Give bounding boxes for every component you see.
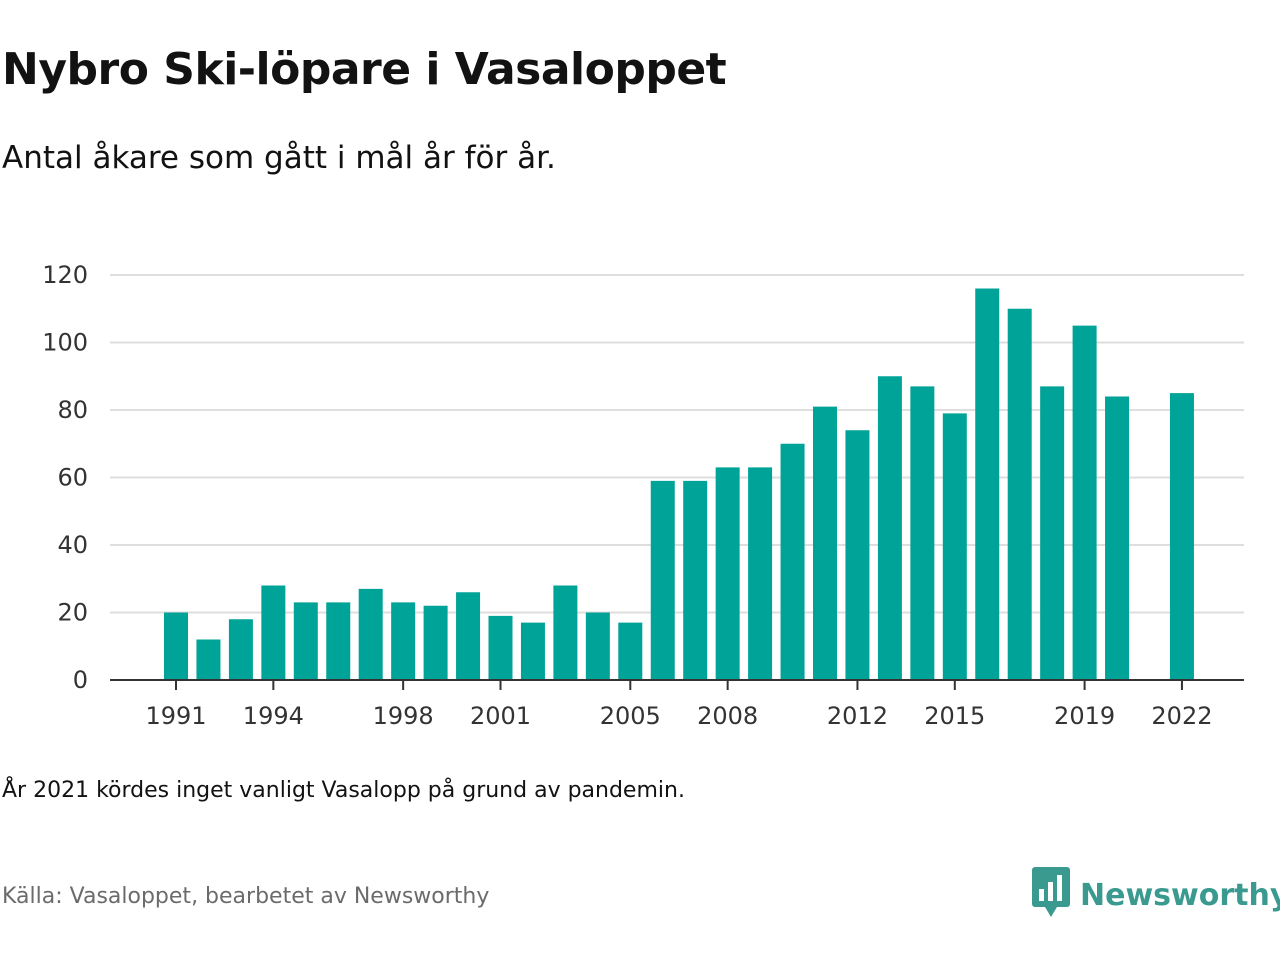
bar-1996 bbox=[326, 602, 351, 680]
bar-2005 bbox=[618, 622, 643, 680]
newsworthy-logo: Newsworthy bbox=[1032, 867, 1280, 923]
bar-2019 bbox=[1072, 325, 1097, 680]
x-tick-label: 2012 bbox=[827, 702, 888, 730]
bar-1994 bbox=[261, 585, 286, 680]
bar-1997 bbox=[358, 588, 383, 680]
source-credit: Källa: Vasaloppet, bearbetet av Newswort… bbox=[2, 884, 490, 909]
y-tick-label: 40 bbox=[57, 531, 88, 559]
bar-2007 bbox=[683, 480, 708, 680]
bar-1995 bbox=[293, 602, 318, 680]
x-tick-label: 1994 bbox=[243, 702, 304, 730]
y-tick-label: 120 bbox=[42, 261, 88, 289]
tick-labels: 0 20 40 60 80 100 120 1991 1994 1998 2001 2005 2008 2… bbox=[42, 261, 1212, 730]
bar-2018 bbox=[1040, 386, 1065, 680]
chart-title: Nybro Ski-löpare i Vasaloppet bbox=[2, 44, 727, 95]
x-tick-label: 2015 bbox=[924, 702, 985, 730]
bar-2006 bbox=[650, 480, 675, 680]
bar-2013 bbox=[877, 376, 902, 680]
bar-2011 bbox=[813, 406, 837, 680]
y-tick-label: 20 bbox=[57, 599, 88, 627]
bar-2004 bbox=[585, 612, 610, 680]
x-axis bbox=[110, 679, 1244, 690]
bars bbox=[164, 288, 1194, 680]
bar-1999 bbox=[423, 605, 448, 680]
y-tick-label: 80 bbox=[57, 396, 88, 424]
bar-2002 bbox=[520, 622, 545, 680]
bar-2020 bbox=[1105, 396, 1130, 680]
bar-2003 bbox=[553, 585, 578, 680]
x-tick-label: 2001 bbox=[470, 702, 531, 730]
chart-note: År 2021 kördes inget vanligt Vasalopp på… bbox=[2, 778, 685, 803]
bar-2012 bbox=[845, 430, 870, 680]
bar-2017 bbox=[1007, 308, 1032, 680]
bar-2016 bbox=[975, 288, 1000, 680]
x-tick-label: 2008 bbox=[697, 702, 758, 730]
y-tick-label: 60 bbox=[57, 464, 88, 492]
bar-2022 bbox=[1169, 393, 1194, 680]
x-tick-label: 2019 bbox=[1054, 702, 1115, 730]
bar-2009 bbox=[748, 467, 773, 680]
bar-chart: 0 20 40 60 80 100 120 1991 1994 1998 2001 2005 2008 2… bbox=[42, 261, 1244, 730]
bar-2014 bbox=[910, 386, 935, 680]
x-tick-label: 2005 bbox=[600, 702, 661, 730]
bar-1992 bbox=[196, 639, 221, 680]
bar-2008 bbox=[715, 467, 740, 680]
bar-1998 bbox=[391, 602, 416, 680]
y-tick-label: 100 bbox=[42, 329, 88, 357]
x-tick-label: 2022 bbox=[1151, 702, 1212, 730]
chart-speech-bubble-icon bbox=[1032, 867, 1070, 923]
bar-2000 bbox=[456, 592, 481, 680]
bar-2001 bbox=[488, 615, 513, 680]
bar-2015 bbox=[942, 413, 967, 680]
bar-1991 bbox=[164, 612, 188, 680]
bar-1993 bbox=[228, 619, 253, 680]
y-tick-label: 0 bbox=[73, 666, 88, 694]
bar-2010 bbox=[780, 443, 805, 680]
x-tick-label: 1998 bbox=[373, 702, 434, 730]
x-tick-label: 1991 bbox=[145, 702, 206, 730]
chart-subtitle: Antal åkare som gått i mål år för år. bbox=[2, 140, 556, 176]
brand-name: Newsworthy bbox=[1080, 877, 1280, 913]
